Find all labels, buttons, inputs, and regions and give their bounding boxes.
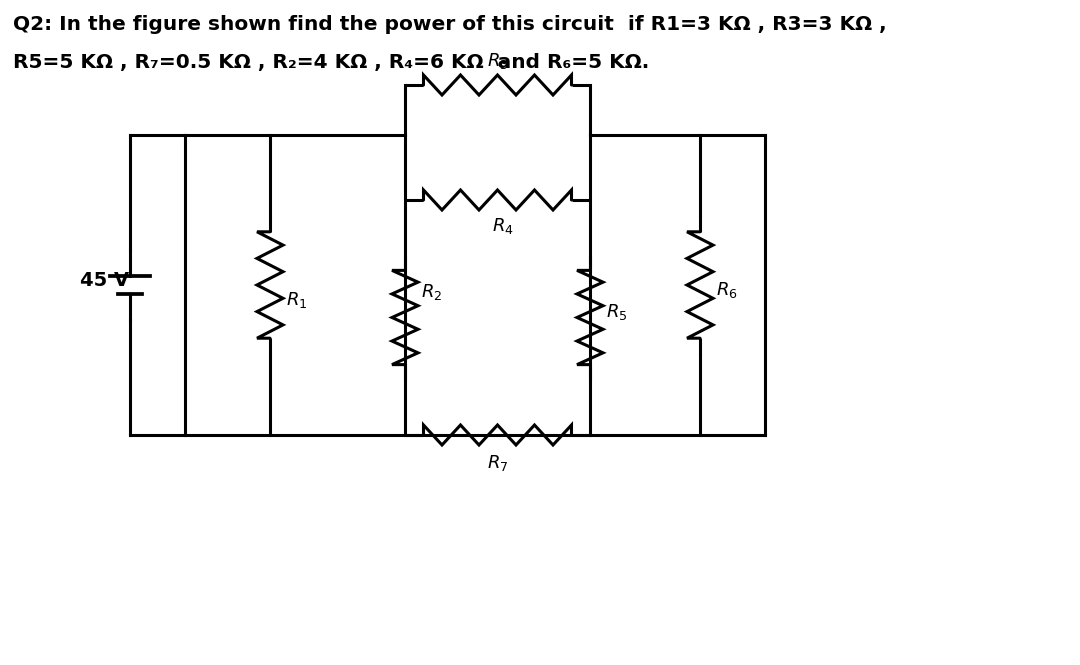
Text: $R_3$: $R_3$: [487, 51, 509, 71]
Text: 45 V: 45 V: [80, 271, 130, 289]
Text: $R_7$: $R_7$: [487, 453, 509, 473]
Text: $R_5$: $R_5$: [606, 303, 627, 323]
Text: $R_1$: $R_1$: [286, 290, 308, 310]
Text: $R_2$: $R_2$: [421, 283, 442, 303]
Text: Q2: In the figure shown find the power of this circuit  if R1=3 KΩ , R3=3 KΩ ,: Q2: In the figure shown find the power o…: [13, 15, 887, 34]
Text: R5=5 KΩ , R₇=0.5 KΩ , R₂=4 KΩ , R₄=6 KΩ  and R₆=5 KΩ.: R5=5 KΩ , R₇=0.5 KΩ , R₂=4 KΩ , R₄=6 KΩ …: [13, 53, 649, 72]
Text: $R_6$: $R_6$: [716, 280, 738, 300]
Text: $R_4$: $R_4$: [491, 216, 513, 236]
